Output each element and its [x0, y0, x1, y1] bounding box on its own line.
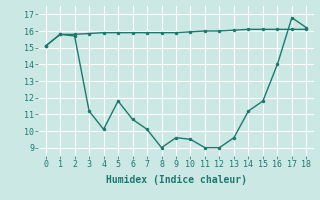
X-axis label: Humidex (Indice chaleur): Humidex (Indice chaleur) [106, 175, 246, 185]
